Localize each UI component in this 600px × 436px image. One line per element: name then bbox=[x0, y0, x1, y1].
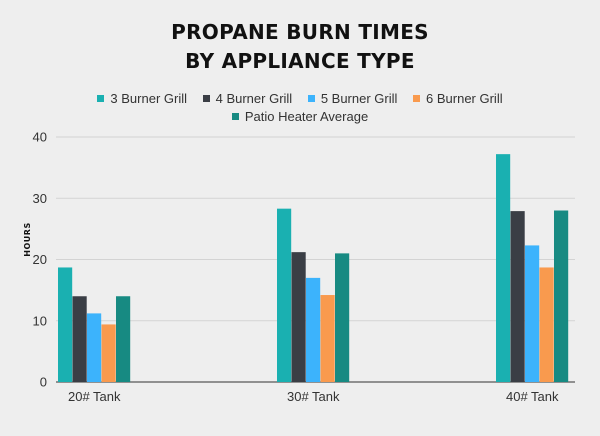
chart-title-line-2: BY APPLIANCE TYPE bbox=[185, 49, 415, 73]
bar-patio-heater-average-40-tank bbox=[554, 210, 569, 382]
legend-swatch-patio-heater-average bbox=[231, 113, 239, 120]
y-tick-label-20: 20 bbox=[33, 252, 47, 267]
legend-row-2: Patio Heater Average bbox=[0, 108, 600, 126]
legend-item-3-burner-grill: 3 Burner Grill bbox=[97, 90, 187, 108]
bar-6-burner-grill-30-tank bbox=[320, 295, 335, 382]
bar-3-burner-grill-40-tank bbox=[496, 154, 511, 382]
y-tick-label-40: 40 bbox=[33, 130, 47, 145]
legend-swatch-4-burner-grill bbox=[202, 95, 210, 102]
y-tick-label-10: 10 bbox=[33, 313, 47, 328]
legend-row-1: 3 Burner Grill 4 Burner Grill 5 Burner G… bbox=[0, 90, 600, 108]
chart-legend: 3 Burner Grill 4 Burner Grill 5 Burner G… bbox=[0, 90, 600, 126]
x-tick-label-40-tank: 40# Tank bbox=[506, 389, 559, 404]
bar-5-burner-grill-20-tank bbox=[87, 313, 102, 382]
bar-4-burner-grill-40-tank bbox=[510, 211, 525, 382]
legend-swatch-5-burner-grill bbox=[307, 95, 315, 102]
chart-title-line-1: PROPANE BURN TIMES bbox=[171, 20, 429, 44]
bar-patio-heater-average-30-tank bbox=[335, 253, 350, 382]
y-axis-label: HOURS bbox=[23, 222, 32, 256]
bar-5-burner-grill-30-tank bbox=[306, 277, 321, 382]
legend-item-patio-heater-average: Patio Heater Average bbox=[231, 108, 369, 126]
legend-item-4-burner-grill: 4 Burner Grill bbox=[202, 90, 293, 108]
bar-6-burner-grill-40-tank bbox=[539, 267, 554, 382]
legend-label-patio-heater-average: Patio Heater Average bbox=[244, 109, 369, 124]
bar-6-burner-grill-20-tank bbox=[101, 324, 116, 382]
x-tick-label-30-tank: 30# Tank bbox=[287, 389, 340, 404]
chart-title: PROPANE BURN TIMES BY APPLIANCE TYPE bbox=[0, 18, 600, 76]
bar-5-burner-grill-40-tank bbox=[525, 245, 540, 382]
bar-patio-heater-average-20-tank bbox=[116, 296, 131, 382]
bar-4-burner-grill-20-tank bbox=[72, 296, 87, 382]
legend-label-4-burner-grill: 4 Burner Grill bbox=[215, 91, 293, 106]
y-tick-label-0: 0 bbox=[40, 375, 47, 390]
legend-label-5-burner-grill: 5 Burner Grill bbox=[320, 91, 398, 106]
bar-3-burner-grill-30-tank bbox=[277, 208, 292, 382]
legend-swatch-3-burner-grill bbox=[97, 95, 105, 102]
legend-item-5-burner-grill: 5 Burner Grill bbox=[307, 90, 398, 108]
legend-label-3-burner-grill: 3 Burner Grill bbox=[110, 91, 187, 106]
bar-3-burner-grill-20-tank bbox=[58, 267, 73, 382]
legend-swatch-6-burner-grill bbox=[413, 95, 421, 102]
y-tick-label-30: 30 bbox=[33, 191, 47, 206]
legend-label-6-burner-grill: 6 Burner Grill bbox=[426, 91, 503, 106]
x-tick-label-20-tank: 20# Tank bbox=[68, 389, 121, 404]
legend-item-6-burner-grill: 6 Burner Grill bbox=[413, 90, 503, 108]
bar-4-burner-grill-30-tank bbox=[291, 252, 306, 382]
